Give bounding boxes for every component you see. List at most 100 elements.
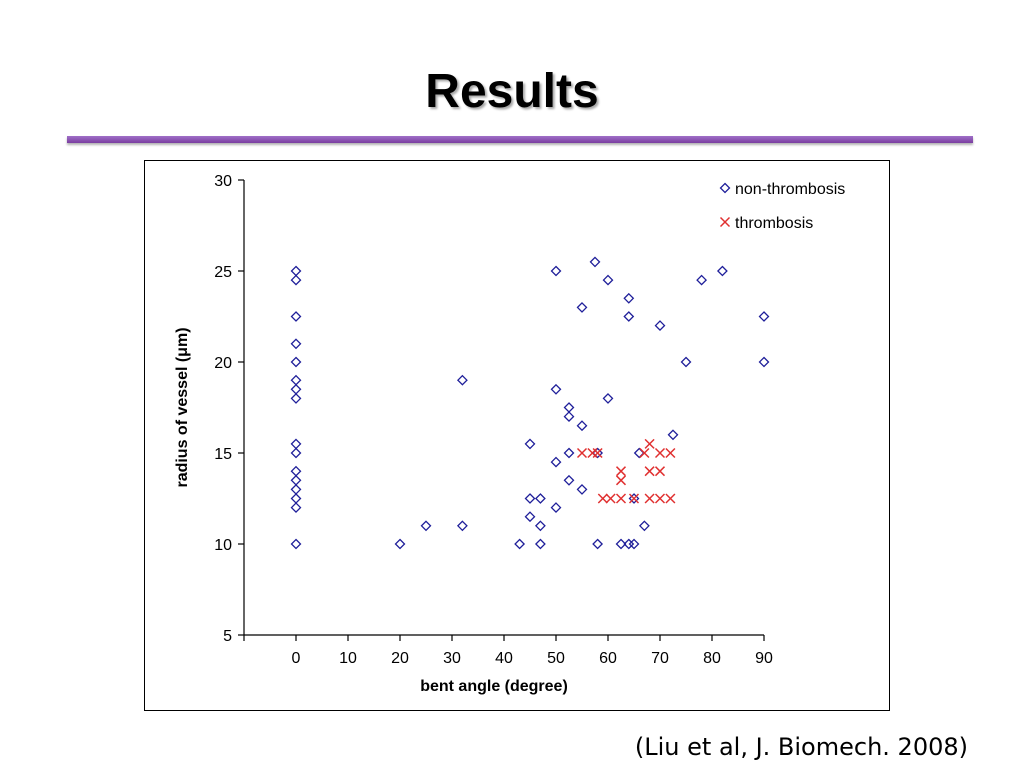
data-point-thrombosis [587, 447, 598, 459]
legend-label: thrombosis [735, 215, 813, 232]
series-non-thrombosis [290, 256, 770, 550]
data-point-non-thrombosis [290, 465, 302, 477]
data-point-non-thrombosis [623, 292, 635, 304]
data-point-non-thrombosis [716, 265, 728, 277]
data-point-non-thrombosis [576, 483, 588, 495]
data-point-non-thrombosis [633, 447, 645, 459]
x-marker-stroke [605, 493, 616, 504]
x-marker-stroke [615, 475, 627, 486]
data-point-thrombosis [665, 493, 676, 504]
data-point-non-thrombosis [602, 274, 614, 286]
x-marker-stroke [615, 493, 627, 504]
data-point-non-thrombosis [290, 274, 302, 286]
data-point-non-thrombosis [514, 538, 526, 550]
data-point-thrombosis [628, 493, 640, 504]
legend-item-non-thrombosis: non-thrombosis [719, 181, 845, 198]
data-point-thrombosis [615, 475, 627, 486]
data-point-non-thrombosis [290, 538, 302, 550]
data-point-non-thrombosis [680, 356, 692, 368]
axes: 5 10 15 20 25 30 0 10 20 30 40 50 60 70 80 90 [214, 173, 773, 667]
data-point-non-thrombosis [290, 311, 302, 322]
x-tick-label: 90 [755, 650, 773, 667]
data-point-non-thrombosis [628, 493, 640, 504]
data-point-non-thrombosis [550, 456, 562, 468]
data-point-non-thrombosis [534, 493, 546, 504]
citation: (Liu et al, J. Biomech. 2008) [634, 733, 968, 761]
chart-frame: 5 10 15 20 25 30 0 10 20 30 40 50 60 70 80 90 non-throm… [144, 160, 890, 711]
data-point-non-thrombosis [290, 447, 302, 459]
legend-marker [719, 216, 731, 228]
title-divider [67, 136, 973, 143]
data-point-non-thrombosis [563, 447, 575, 459]
data-point-thrombosis [665, 447, 676, 459]
y-tick-label: 15 [214, 446, 232, 463]
x-tick-label: 70 [651, 650, 669, 667]
data-point-non-thrombosis [638, 520, 650, 532]
data-point-non-thrombosis [623, 311, 635, 322]
data-point-thrombosis [597, 493, 608, 504]
x-tick-label: 10 [339, 650, 357, 667]
data-point-non-thrombosis [696, 274, 708, 286]
data-point-non-thrombosis [290, 383, 302, 395]
data-point-thrombosis [615, 466, 627, 477]
data-point-thrombosis [576, 447, 588, 459]
x-marker-stroke [615, 466, 627, 477]
legend: non-thrombosis thrombosis [719, 181, 845, 232]
x-tick-label: 20 [391, 650, 409, 667]
data-point-non-thrombosis [456, 374, 468, 386]
x-tick-label: 80 [703, 650, 721, 667]
data-point-non-thrombosis [563, 402, 575, 413]
data-point-non-thrombosis [290, 374, 302, 386]
data-point-non-thrombosis [563, 411, 575, 423]
data-point-non-thrombosis [550, 502, 562, 514]
data-point-non-thrombosis [420, 520, 432, 532]
x-tick-label: 50 [547, 650, 565, 667]
data-point-non-thrombosis [576, 301, 588, 313]
data-point-thrombosis [654, 447, 666, 459]
x-marker-stroke [665, 493, 676, 504]
data-point-non-thrombosis [589, 256, 601, 268]
x-marker-stroke [654, 447, 666, 459]
data-point-non-thrombosis [758, 356, 770, 368]
data-point-non-thrombosis [550, 265, 562, 277]
data-point-non-thrombosis [524, 493, 536, 504]
data-point-non-thrombosis [290, 493, 302, 504]
x-marker-stroke [639, 447, 650, 459]
x-marker-stroke [597, 493, 608, 504]
x-tick-label: 60 [599, 650, 617, 667]
data-point-non-thrombosis [290, 502, 302, 514]
y-tick-label: 30 [214, 173, 232, 190]
x-marker-stroke [644, 493, 655, 504]
data-point-thrombosis [644, 438, 655, 449]
data-point-non-thrombosis [576, 420, 588, 432]
data-point-non-thrombosis [628, 538, 640, 550]
data-point-non-thrombosis [563, 474, 575, 486]
data-point-non-thrombosis [290, 392, 302, 404]
data-point-non-thrombosis [758, 311, 770, 322]
y-axis-title: radius of vessel (μm) [174, 327, 191, 487]
data-point-thrombosis [592, 447, 603, 459]
data-point-non-thrombosis [615, 538, 627, 550]
data-point-non-thrombosis [290, 265, 302, 277]
legend-label: non-thrombosis [735, 181, 845, 198]
x-marker-stroke [628, 493, 640, 504]
x-marker-stroke [665, 447, 676, 459]
x-marker-stroke [719, 216, 731, 228]
x-marker-stroke [654, 493, 666, 504]
x-marker-stroke [576, 447, 588, 459]
data-point-non-thrombosis [550, 383, 562, 395]
data-point-non-thrombosis [290, 338, 302, 350]
data-point-non-thrombosis [592, 538, 604, 550]
data-point-non-thrombosis [290, 483, 302, 495]
data-point-non-thrombosis [524, 511, 536, 523]
data-point-thrombosis [639, 447, 650, 459]
x-marker-stroke [644, 438, 655, 449]
data-point-non-thrombosis [456, 520, 468, 532]
legend-marker [719, 182, 731, 194]
data-point-non-thrombosis [534, 538, 546, 550]
data-point-thrombosis [615, 493, 627, 504]
data-point-non-thrombosis [290, 474, 302, 486]
data-point-non-thrombosis [667, 429, 679, 441]
chart-marks [290, 256, 770, 550]
y-tick-label: 20 [214, 355, 232, 372]
